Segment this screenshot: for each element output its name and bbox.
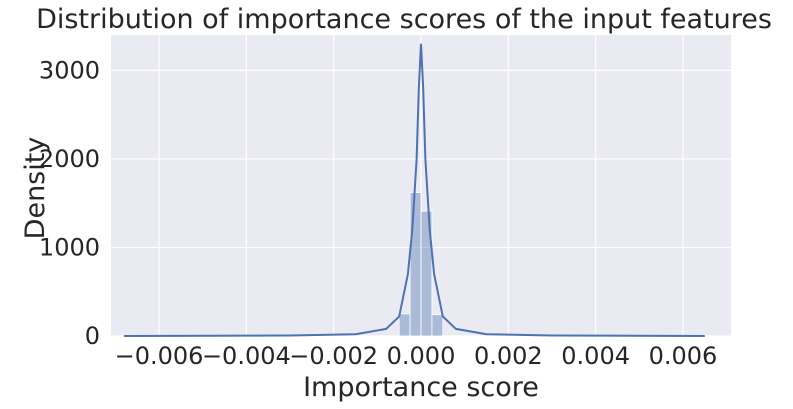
- x-axis-label: Importance score: [303, 372, 539, 403]
- histogram-bar: [431, 314, 444, 337]
- kde-line: [124, 43, 705, 337]
- x-tick-label: −0.002: [289, 342, 378, 370]
- x-tick-label: 0.000: [387, 342, 456, 370]
- y-tick-labels: 0 1000 2000 3000: [39, 56, 100, 350]
- y-tick-label: 0: [85, 322, 100, 350]
- y-tick-label: 2000: [39, 145, 100, 173]
- x-tick-label: 0.002: [474, 342, 543, 370]
- x-tick-label: −0.004: [202, 342, 291, 370]
- x-tick-label: 0.004: [561, 342, 630, 370]
- histogram-bar: [420, 210, 433, 337]
- histogram-bars: [398, 192, 444, 337]
- x-tick-label: −0.006: [115, 342, 204, 370]
- chart-title: Distribution of importance scores of the…: [36, 4, 772, 35]
- histogram-bar: [409, 192, 422, 337]
- x-tick-label: 0.006: [649, 342, 718, 370]
- y-axis-label: Density: [20, 137, 51, 240]
- y-tick-label: 1000: [39, 233, 100, 261]
- y-tick-label: 3000: [39, 56, 100, 84]
- x-tick-labels: −0.006−0.004−0.002 0.000 0.002 0.004 0.006: [115, 342, 718, 370]
- histogram-bar: [398, 313, 411, 337]
